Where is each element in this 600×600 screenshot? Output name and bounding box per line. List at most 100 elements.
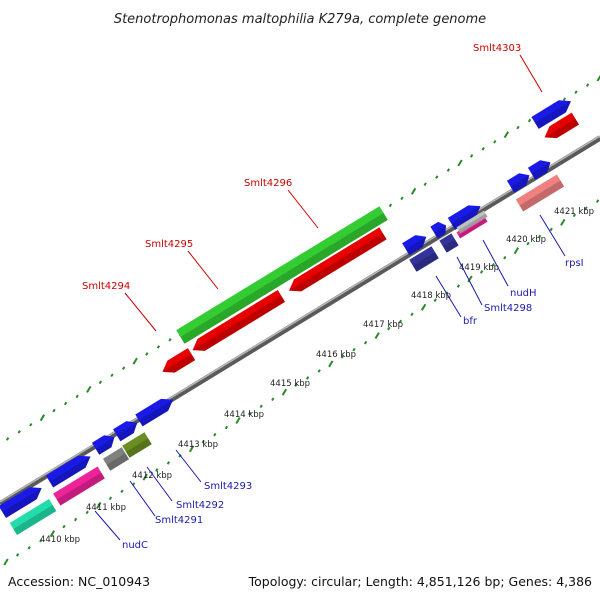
cds-forward[interactable] [531,95,574,129]
gene-label-nudc: nudC [122,540,148,551]
scale-tick [503,255,507,260]
scale-tick [166,461,171,465]
cds-smlt4293-shade [125,438,152,458]
cds-forward[interactable] [430,219,449,239]
tick-label: 4410 kbp [40,535,80,545]
scale-tick [132,357,138,365]
cds-nudc[interactable] [9,499,57,535]
scale-tick [513,247,520,255]
scale-tick [526,241,530,246]
scale-tick [503,131,510,139]
scale-tick [156,345,161,349]
tick-label: 4414 kbp [224,410,264,420]
leader-smlt4296 [287,189,319,229]
cds-smlt4293[interactable] [122,432,152,458]
cds-forward[interactable] [527,156,554,180]
scale-tick [259,404,263,409]
gene-features [0,95,580,535]
scale-tick [62,524,66,529]
scale-tick [27,546,31,550]
leader-nudh [482,239,509,287]
scale-tick [456,284,461,288]
scale-tick [493,139,497,144]
gene-label-smlt4291: Smlt4291 [155,515,203,526]
tick-label: 4411 kbp [86,503,126,513]
cds-reverse-smlt4294[interactable] [159,348,196,378]
scale-tick [516,125,520,130]
leader-smlt4292 [146,466,173,502]
inner-tick-track [3,199,600,566]
scale-tick [86,385,92,393]
scale-tick [479,270,484,274]
scale-tick [549,227,553,232]
cds-forward[interactable] [506,169,533,193]
tick-label: 4421 kbp [554,207,594,217]
tick-label: 4416 kbp [316,350,356,360]
cds-forward-shade [405,236,427,256]
tick-label: 4412 kbp [132,471,172,481]
cds-forward[interactable] [135,394,176,427]
cds-smlt4292[interactable] [102,447,130,471]
cds-forward[interactable] [91,431,118,455]
scale-tick [420,303,427,311]
cds-reverse-smlt4303[interactable] [541,112,580,144]
scale-tick [387,326,391,331]
accession-text: Accession: NC_010943 [8,574,150,589]
scale-tick [188,445,195,453]
scale-tick [85,510,89,515]
cds-rpsi[interactable] [515,174,565,212]
label-leaders [94,54,566,541]
scale-tick [294,383,298,387]
scale-tick [201,439,205,444]
cds-bfr-2[interactable] [439,233,459,253]
scale-tick [98,380,103,385]
cds-forward-shade [95,437,115,455]
tick-label: 4413 kbp [178,440,218,450]
leader-smlt4294 [124,292,157,332]
scale-tick [142,473,148,481]
cds-highlight-smlt4296[interactable] [176,206,388,344]
cds-smlt4291[interactable] [53,466,105,506]
scale-tick [340,354,345,359]
leader-bfr [435,275,462,318]
scale-labels: 4410 kbp 4411 kbp 4412 kbp 4413 kbp 4414… [40,207,594,545]
cds-forward[interactable] [447,200,484,230]
cds-forward[interactable] [0,482,45,518]
scale-tick [527,118,532,123]
cds-reverse-smlt4294-shade [162,354,196,373]
scale-tick [52,408,56,413]
scale-tick [108,496,113,501]
leader-smlt4295 [187,250,219,290]
cds-reverse-smlt4295[interactable] [189,289,286,356]
gene-label-rpsi: rpsI [565,258,584,269]
scale-tick [469,154,474,158]
cds-reverse[interactable] [285,227,387,296]
cds-bfr-shade [412,252,439,272]
scale-tick [410,187,417,195]
cds-bfr[interactable] [409,246,439,272]
scale-tick [96,501,102,509]
cds-nudh[interactable] [456,210,488,234]
scale-tick [120,489,124,494]
gene-labels: Smlt4294 Smlt4295 Smlt4296 Smlt4303 nudC… [82,43,584,551]
cds-forward[interactable] [402,231,430,256]
cds-forward-shade [2,488,42,518]
scale-tick [560,218,566,226]
cds-reverse-smlt4303-shade [544,118,580,139]
scale-tick [584,206,588,211]
topology-text: Topology: circular; Length: 4,851,126 bp… [248,574,592,589]
scale-tick [271,397,275,402]
cds-forward[interactable] [45,451,94,488]
cds-forward-shade [451,206,481,230]
scale-tick [305,376,310,380]
scale-tick [15,553,20,557]
scale-tick [352,347,356,352]
backbone-highlight [0,135,600,503]
gene-label-smlt4295: Smlt4295 [145,239,193,250]
scale-tick [5,437,10,441]
cds-forward[interactable] [113,417,141,442]
cds-smlt4298-shade [458,218,488,239]
scale-tick [574,90,578,95]
scale-tick [328,360,334,368]
